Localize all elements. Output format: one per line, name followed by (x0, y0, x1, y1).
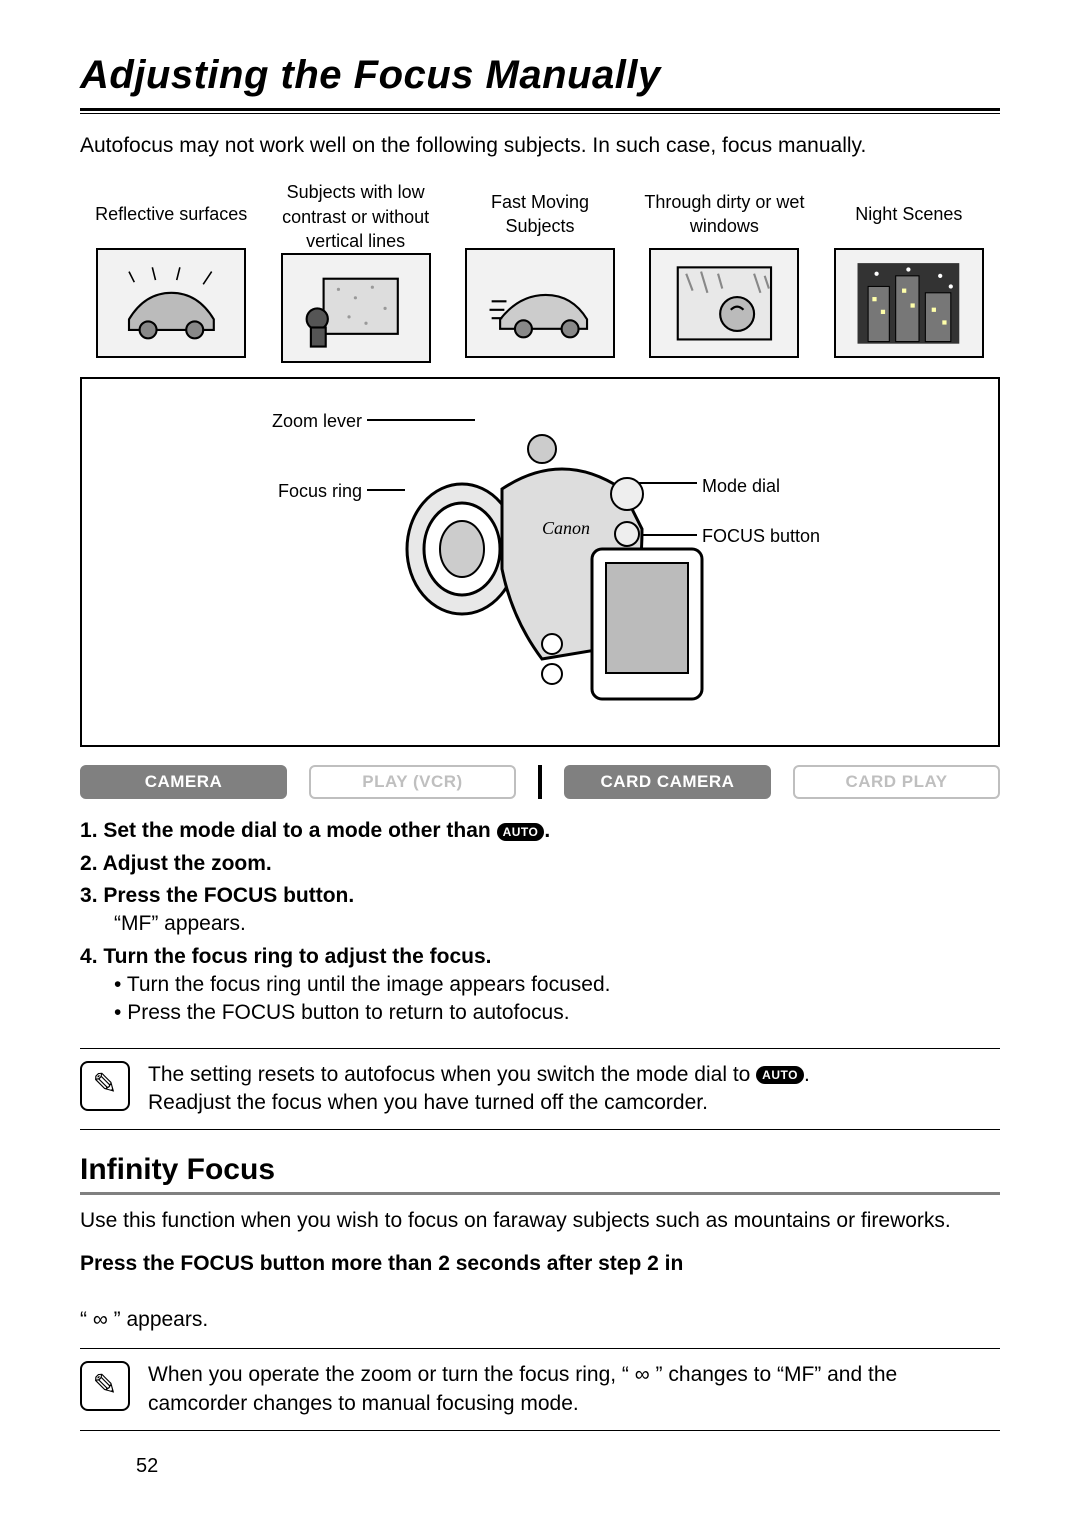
step-1: Set the mode dial to a mode other than A… (80, 817, 1000, 845)
infinity-step: Press the FOCUS button more than 2 secon… (80, 1250, 1000, 1278)
callout-focus-button: FOCUS button (702, 524, 902, 548)
subject-thumb (465, 248, 615, 358)
mode-divider (538, 765, 542, 799)
subject-lowcontrast: Subjects with low contrast or without ve… (270, 180, 440, 363)
step-3: Press the FOCUS button. “MF” appears. (80, 882, 1000, 939)
subject-reflective: Reflective surfaces (86, 180, 256, 363)
subject-thumb (834, 248, 984, 358)
wall-icon (297, 266, 414, 351)
step-3-sub: “MF” appears. (114, 910, 1000, 938)
night-icon (850, 261, 967, 346)
subject-caption: Reflective surfaces (95, 180, 247, 248)
note-icon: ✎ (80, 1061, 130, 1111)
device-diagram: Zoom lever Focus ring Mode dial FOCUS bu… (80, 377, 1000, 747)
note1-line1-post: . (804, 1063, 810, 1086)
subject-caption: Subjects with low contrast or without ve… (270, 180, 440, 253)
subject-window: Through dirty or wet windows (639, 180, 809, 363)
note-icon: ✎ (80, 1361, 130, 1411)
subheading-rule: Infinity Focus (80, 1152, 1000, 1195)
step-2-text: Adjust the zoom. (80, 852, 272, 875)
step-4-text: Turn the focus ring to adjust the focus. (80, 945, 491, 968)
subject-caption: Night Scenes (855, 180, 962, 248)
note1-line1-pre: The setting resets to autofocus when you… (148, 1063, 756, 1086)
infinity-note: When you operate the zoom or turn the fo… (148, 1361, 1000, 1418)
mode-play-vcr: PLAY (VCR) (309, 765, 516, 799)
subject-night: Night Scenes (824, 180, 994, 363)
subjects-row: Reflective surfaces Subjects with low co… (86, 180, 994, 363)
page-title: Adjusting the Focus Manually (80, 48, 1000, 102)
infinity-heading: Infinity Focus (80, 1152, 281, 1188)
note-block-2: ✎ When you operate the zoom or turn the … (80, 1348, 1000, 1431)
car-icon (113, 261, 230, 346)
auto-badge-icon: AUTO (756, 1066, 804, 1084)
step-1-text-post: . (544, 819, 550, 842)
mode-camera: CAMERA (80, 765, 287, 799)
step-3-text: Press the FOCUS button. (80, 884, 354, 907)
subject-caption: Through dirty or wet windows (639, 180, 809, 248)
mode-card-play: CARD PLAY (793, 765, 1000, 799)
step-4-b2: Press the FOCUS button to return to auto… (114, 999, 1000, 1027)
speed-icon (482, 261, 599, 346)
title-rule (80, 108, 1000, 114)
subject-thumb (281, 253, 431, 363)
mode-row: CAMERA PLAY (VCR) CARD CAMERA CARD PLAY (80, 765, 1000, 799)
steps-list: Set the mode dial to a mode other than A… (80, 817, 1000, 1027)
page-number: 52 (136, 1453, 158, 1480)
subject-thumb (649, 248, 799, 358)
note-block-1: ✎ The setting resets to autofocus when y… (80, 1048, 1000, 1131)
mode-card-camera: CARD CAMERA (564, 765, 771, 799)
infinity-intro: Use this function when you wish to focus… (80, 1207, 1000, 1235)
note1-line2: Readjust the focus when you have turned … (148, 1091, 708, 1114)
step-1-text-pre: Set the mode dial to a mode other than (103, 819, 496, 842)
subject-thumb (96, 248, 246, 358)
subject-caption: Fast Moving Subjects (455, 180, 625, 248)
step-4: Turn the focus ring to adjust the focus.… (80, 943, 1000, 1028)
note-text: The setting resets to autofocus when you… (148, 1061, 1000, 1118)
window-icon (666, 261, 783, 346)
svg-text:Canon: Canon (542, 518, 590, 538)
infinity-appears: “ ∞ ” appears. (80, 1306, 1000, 1334)
step-4-b1: Turn the focus ring until the image appe… (114, 971, 1000, 999)
callout-mode-dial: Mode dial (702, 474, 902, 498)
step-2: Adjust the zoom. (80, 850, 1000, 878)
subject-fastmoving: Fast Moving Subjects (455, 180, 625, 363)
camcorder-icon: Canon (392, 419, 712, 719)
callout-focus-ring: Focus ring (212, 479, 362, 503)
auto-badge-icon: AUTO (497, 823, 545, 841)
intro-text: Autofocus may not work well on the follo… (80, 132, 1000, 160)
callout-zoom-lever: Zoom lever (212, 409, 362, 433)
